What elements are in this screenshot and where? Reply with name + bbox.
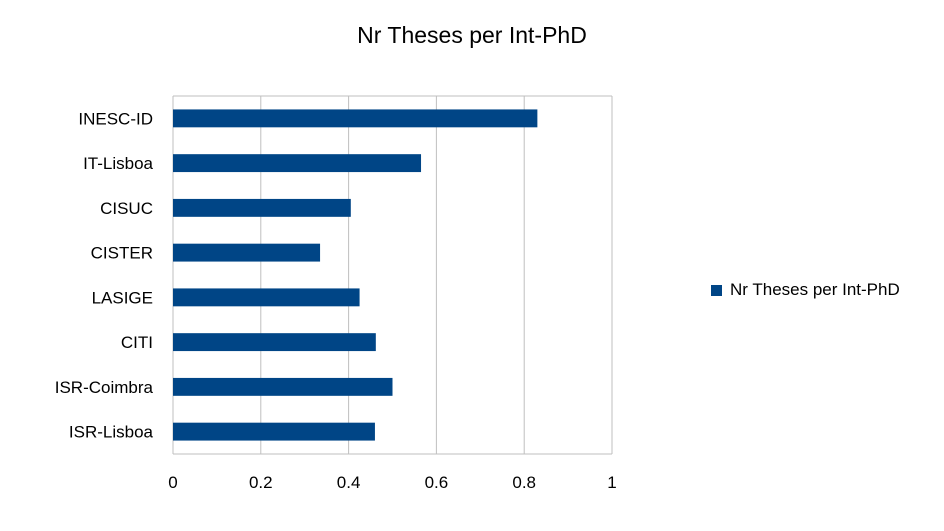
- legend-swatch: [711, 284, 722, 296]
- plot-area: [173, 96, 612, 454]
- bar: [173, 198, 351, 217]
- bar: [173, 377, 393, 396]
- x-tick-label: 0.8: [512, 473, 536, 492]
- y-tick-label: CISTER: [91, 244, 153, 263]
- y-tick-label: ISR-Lisboa: [69, 423, 154, 442]
- x-tick-label: 1: [607, 473, 616, 492]
- x-tick-label: 0: [168, 473, 177, 492]
- bar: [173, 154, 422, 173]
- legend-label: Nr Theses per Int-PhD: [730, 280, 900, 299]
- bar: [173, 109, 538, 128]
- bar: [173, 243, 321, 262]
- y-tick-label: ISR-Coimbra: [55, 378, 154, 397]
- x-tick-label: 0.6: [425, 473, 449, 492]
- x-tick-label: 0.4: [337, 473, 361, 492]
- bar: [173, 333, 376, 352]
- y-tick-label: LASIGE: [92, 288, 153, 307]
- legend: Nr Theses per Int-PhD: [711, 280, 900, 300]
- x-tick-label: 0.2: [249, 473, 273, 492]
- bar: [173, 422, 375, 441]
- chart-title: Nr Theses per Int-PhD: [357, 22, 587, 48]
- bar: [173, 288, 360, 307]
- y-tick-label: IT-Lisboa: [83, 154, 153, 173]
- y-tick-label: CITI: [121, 333, 153, 352]
- y-tick-label: CISUC: [100, 199, 153, 218]
- y-tick-label: INESC-ID: [78, 109, 153, 128]
